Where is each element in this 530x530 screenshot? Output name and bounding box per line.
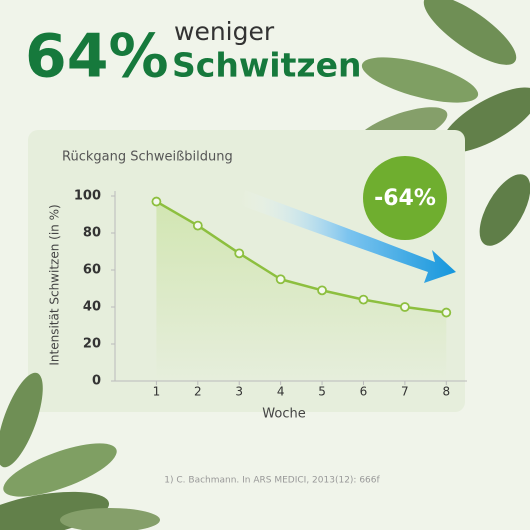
x-tick-label: 4 xyxy=(277,385,285,399)
y-axis-label: Intensität Schwitzen (in %) xyxy=(48,204,62,365)
x-tick-label: 6 xyxy=(360,385,368,399)
x-tick-label: 5 xyxy=(318,385,326,399)
headline-line1: weniger xyxy=(174,17,275,46)
x-tick-label: 2 xyxy=(194,385,202,399)
point xyxy=(151,196,162,207)
headline-line2: Schwitzen xyxy=(172,46,361,85)
point xyxy=(234,248,245,259)
x-axis-label: Woche xyxy=(262,407,305,422)
point xyxy=(317,285,327,296)
y-tick-label: 60 xyxy=(83,263,101,278)
point xyxy=(192,220,203,231)
badge-text: -64% xyxy=(374,186,436,211)
trend-arrow xyxy=(240,190,456,283)
y-tick-label: 20 xyxy=(83,337,101,352)
point xyxy=(399,302,410,312)
y-tick-label: 100 xyxy=(74,189,101,204)
badge xyxy=(363,156,447,240)
point xyxy=(275,274,286,285)
x-tick-label: 1 xyxy=(153,385,161,399)
headline-number: 64% xyxy=(25,22,169,92)
footnote: 1) C. Bachmann. In ARS MEDICI, 2013(12):… xyxy=(164,476,380,486)
line xyxy=(155,200,447,314)
x-tick-label: 3 xyxy=(235,385,243,399)
y-tick-label: 40 xyxy=(83,300,101,315)
point xyxy=(358,294,369,305)
y-tick-label: 0 xyxy=(92,374,101,389)
point xyxy=(441,307,452,318)
y-tick-label: 80 xyxy=(83,226,101,241)
chart-title: Rückgang Schweißbildung xyxy=(62,150,233,165)
x-tick-label: 7 xyxy=(401,385,409,399)
x-tick-label: 8 xyxy=(442,385,450,399)
leaves-bottom-left xyxy=(0,372,160,530)
area xyxy=(156,201,447,381)
